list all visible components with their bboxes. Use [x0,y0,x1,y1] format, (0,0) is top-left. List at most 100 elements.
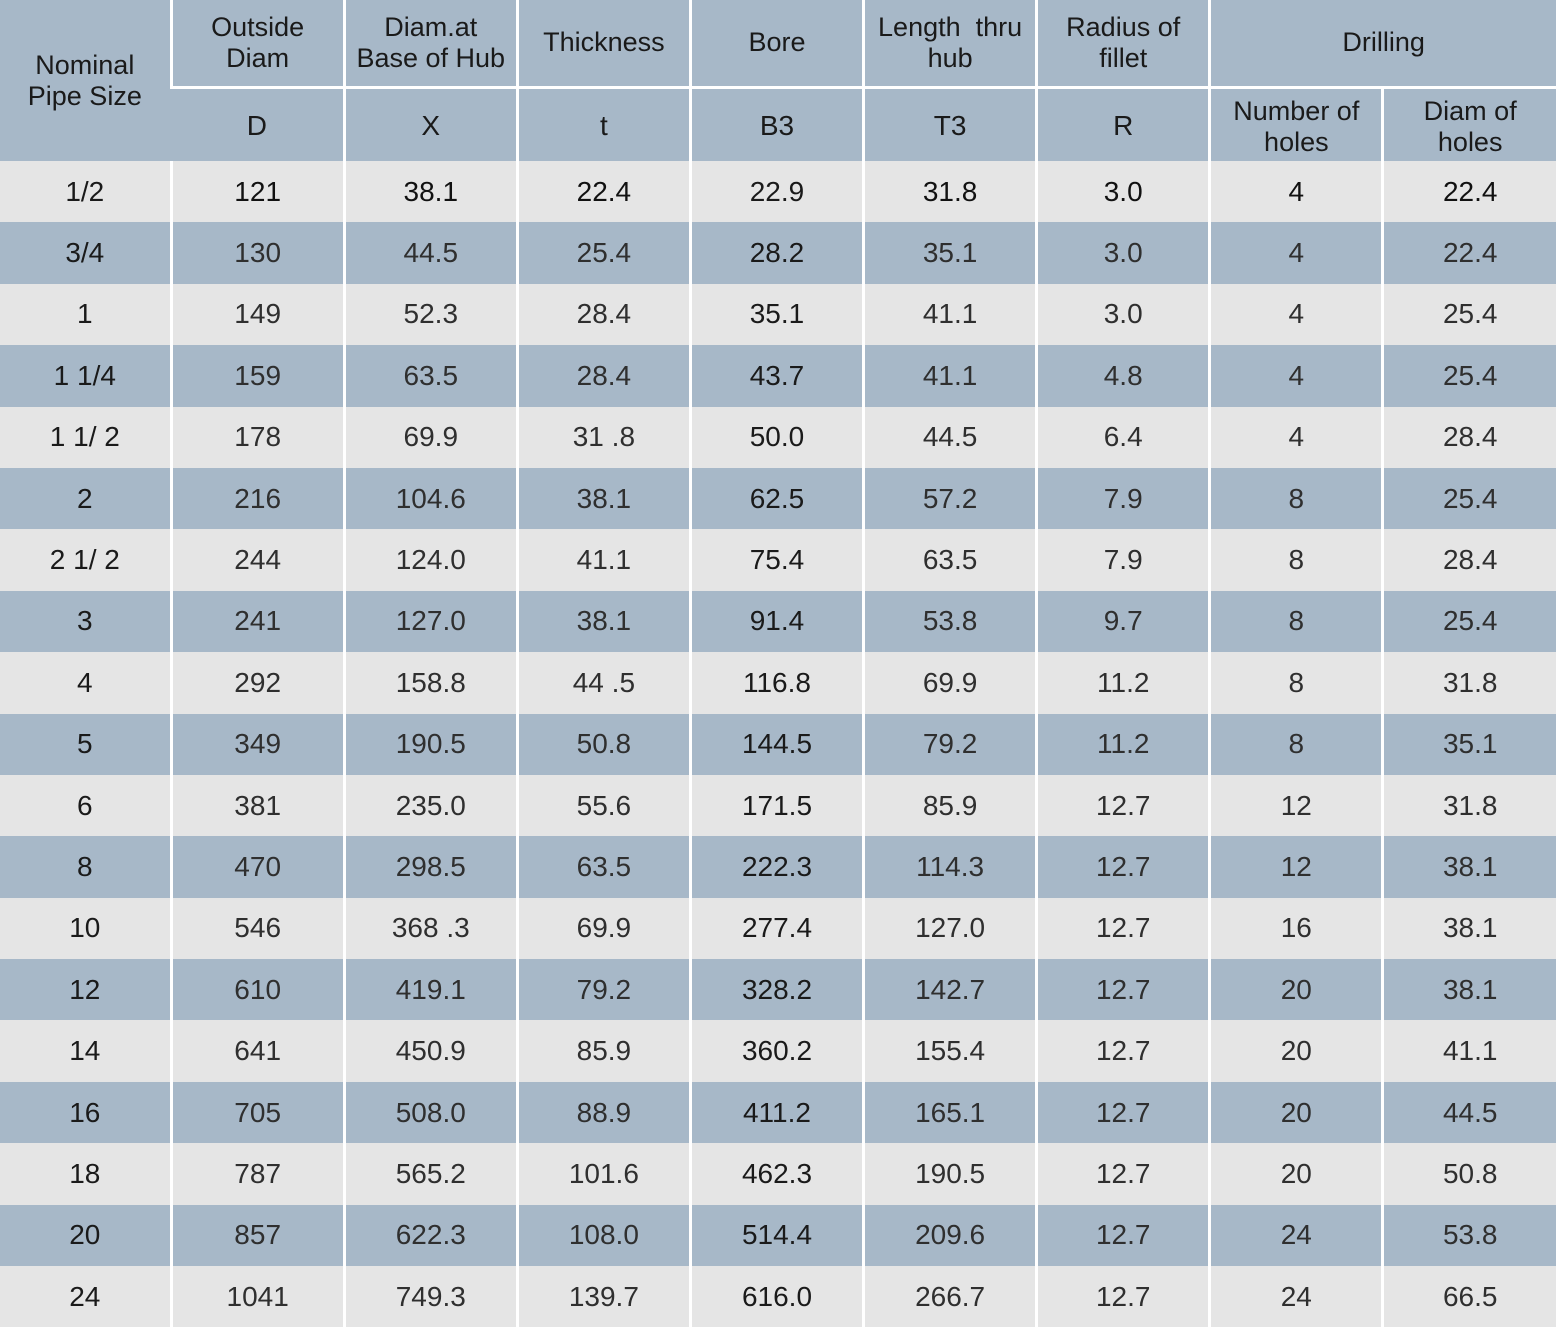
symbol-thickness: t [515,85,691,161]
cell-thickness: 88.9 [515,1081,691,1144]
header-outside-diam: Outside Diam [169,0,345,87]
cell-thickness: 22.4 [515,161,691,223]
cell-outside-diam: 610 [169,959,345,1021]
cell-diam-hub: 450.9 [342,1020,518,1082]
cell-outside-diam: 1041 [169,1266,345,1328]
cell-diam-hub: 190.5 [342,713,518,775]
table-row: 4 292 158.8 44 .5 116.8 69.9 11.2 8 31.8 [0,652,1556,714]
cell-length-hub: 57.2 [862,467,1037,530]
table-row: 16 705 508.0 88.9 411.2 165.1 12.7 20 44.5 [0,1081,1556,1144]
cell-diam-hub: 124.0 [342,529,518,591]
table-header: Nominal Pipe Size Outside Diam Diam.at B… [0,0,1556,161]
cell-diam-of-holes: 31.8 [1381,652,1556,714]
table-row: 1 149 52.3 28.4 35.1 41.1 3.0 4 25.4 [0,283,1556,346]
header-bore: Bore [688,0,864,87]
cell-radius-fillet: 12.7 [1035,1143,1210,1205]
symbol-length-hub: T3 [862,85,1037,161]
cell-number-of-holes: 20 [1208,1081,1383,1144]
cell-thickness: 85.9 [515,1020,691,1082]
table-row: 12 610 419.1 79.2 328.2 142.7 12.7 20 38.1 [0,959,1556,1021]
cell-radius-fillet: 12.7 [1035,1266,1210,1328]
symbol-diam-hub: X [342,85,518,161]
table-row: 3 241 127.0 38.1 91.4 53.8 9.7 8 25.4 [0,590,1556,653]
cell-outside-diam: 178 [169,406,345,468]
cell-number-of-holes: 4 [1208,283,1383,346]
cell-diam-hub: 63.5 [342,345,518,407]
cell-thickness: 139.7 [515,1266,691,1328]
cell-number-of-holes: 20 [1208,1143,1383,1205]
cell-diam-of-holes: 28.4 [1381,529,1556,591]
cell-number-of-holes: 24 [1208,1204,1383,1267]
cell-outside-diam: 470 [169,836,345,898]
cell-nominal-size: 4 [0,652,172,714]
cell-number-of-holes: 4 [1208,345,1383,407]
cell-nominal-size: 1 1/ 2 [0,406,172,468]
cell-length-hub: 190.5 [862,1143,1037,1205]
cell-diam-of-holes: 22.4 [1381,222,1556,284]
cell-number-of-holes: 4 [1208,222,1383,284]
symbol-bore: B3 [688,85,864,161]
cell-bore: 43.7 [688,345,864,407]
cell-bore: 277.4 [688,897,864,960]
cell-bore: 28.2 [688,222,864,284]
cell-outside-diam: 787 [169,1143,345,1205]
cell-number-of-holes: 20 [1208,1020,1383,1082]
cell-length-hub: 63.5 [862,529,1037,591]
cell-diam-of-holes: 25.4 [1381,467,1556,530]
cell-thickness: 38.1 [515,590,691,653]
cell-diam-of-holes: 38.1 [1381,959,1556,1021]
cell-diam-of-holes: 22.4 [1381,161,1556,223]
cell-number-of-holes: 8 [1208,652,1383,714]
header-nominal-pipe-size: Nominal Pipe Size [0,0,172,161]
cell-length-hub: 69.9 [862,652,1037,714]
cell-number-of-holes: 8 [1208,467,1383,530]
cell-outside-diam: 857 [169,1204,345,1267]
table-row: 14 641 450.9 85.9 360.2 155.4 12.7 20 41.1 [0,1020,1556,1082]
cell-number-of-holes: 24 [1208,1266,1383,1328]
cell-length-hub: 165.1 [862,1081,1037,1144]
cell-bore: 50.0 [688,406,864,468]
table-row: 10 546 368 .3 69.9 277.4 127.0 12.7 16 38.1 [0,897,1556,960]
cell-length-hub: 127.0 [862,897,1037,960]
cell-thickness: 108.0 [515,1204,691,1267]
cell-radius-fillet: 6.4 [1035,406,1210,468]
cell-nominal-size: 3/4 [0,222,172,284]
cell-outside-diam: 244 [169,529,345,591]
cell-diam-hub: 104.6 [342,467,518,530]
table-row: 1 1/ 2 178 69.9 31 .8 50.0 44.5 6.4 4 28.4 [0,406,1556,468]
table-row: 2 1/ 2 244 124.0 41.1 75.4 63.5 7.9 8 28.4 [0,529,1556,591]
cell-outside-diam: 149 [169,283,345,346]
cell-bore: 222.3 [688,836,864,898]
cell-nominal-size: 16 [0,1081,172,1144]
cell-diam-hub: 368 .3 [342,897,518,960]
cell-thickness: 31 .8 [515,406,691,468]
cell-length-hub: 155.4 [862,1020,1037,1082]
cell-nominal-size: 1/2 [0,161,172,223]
cell-bore: 462.3 [688,1143,864,1205]
cell-bore: 35.1 [688,283,864,346]
cell-nominal-size: 8 [0,836,172,898]
cell-bore: 360.2 [688,1020,864,1082]
cell-diam-hub: 622.3 [342,1204,518,1267]
cell-diam-of-holes: 35.1 [1381,713,1556,775]
cell-nominal-size: 10 [0,897,172,960]
header-drilling: Drilling [1208,0,1556,89]
cell-outside-diam: 641 [169,1020,345,1082]
cell-diam-hub: 158.8 [342,652,518,714]
cell-outside-diam: 292 [169,652,345,714]
cell-thickness: 55.6 [515,774,691,837]
cell-diam-hub: 508.0 [342,1081,518,1144]
cell-radius-fillet: 3.0 [1035,161,1210,223]
cell-nominal-size: 20 [0,1204,172,1267]
cell-nominal-size: 12 [0,959,172,1021]
cell-radius-fillet: 12.7 [1035,1204,1210,1267]
cell-outside-diam: 381 [169,774,345,837]
cell-radius-fillet: 12.7 [1035,1081,1210,1144]
cell-nominal-size: 18 [0,1143,172,1205]
cell-radius-fillet: 12.7 [1035,1020,1210,1082]
cell-length-hub: 79.2 [862,713,1037,775]
cell-number-of-holes: 12 [1208,836,1383,898]
cell-length-hub: 209.6 [862,1204,1037,1267]
cell-diam-hub: 749.3 [342,1266,518,1328]
